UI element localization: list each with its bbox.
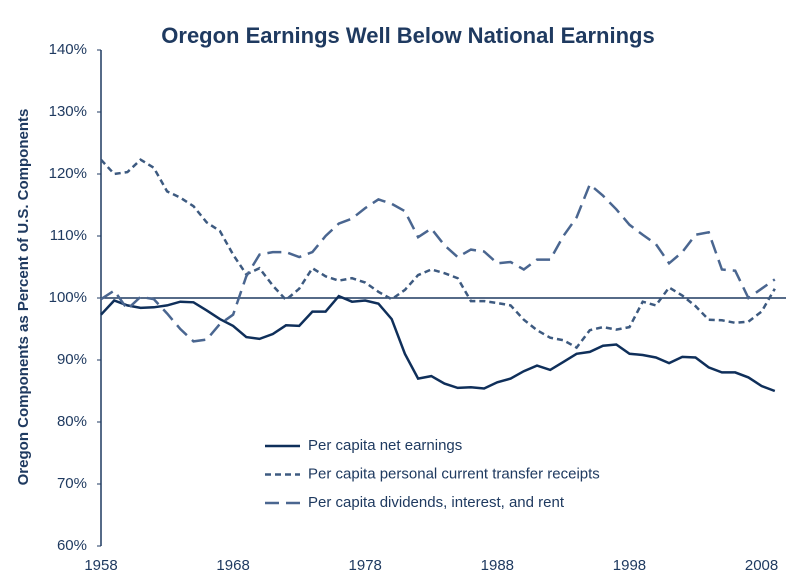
x-tick-label: 1978	[349, 557, 382, 574]
legend-label: Per capita personal current transfer rec…	[308, 465, 600, 482]
y-tick-label: 120%	[49, 165, 87, 182]
y-tick-label: 140%	[49, 41, 87, 58]
y-tick-label: 130%	[49, 103, 87, 120]
series-line	[100, 294, 776, 393]
y-tick-label: 80%	[57, 413, 87, 430]
x-tick-label: 1998	[613, 557, 646, 574]
y-tick-label: 60%	[57, 537, 87, 554]
x-tick-label: 1968	[216, 557, 249, 574]
legend-label: Per capita dividends, interest, and rent	[308, 494, 565, 511]
x-tick-label: 2008	[745, 557, 778, 574]
series-line	[100, 158, 776, 350]
legend-label: Per capita net earnings	[308, 437, 462, 454]
series-line	[100, 182, 776, 343]
y-tick-label: 90%	[57, 351, 87, 368]
y-tick-label: 70%	[57, 475, 87, 492]
x-tick-label: 1958	[84, 557, 117, 574]
y-axis-label: Oregon Components as Percent of U.S. Com…	[15, 109, 32, 486]
chart-title: Oregon Earnings Well Below National Earn…	[161, 23, 654, 48]
x-tick-label: 1988	[481, 557, 514, 574]
y-tick-label: 110%	[50, 227, 87, 244]
y-tick-label: 100%	[49, 289, 87, 306]
